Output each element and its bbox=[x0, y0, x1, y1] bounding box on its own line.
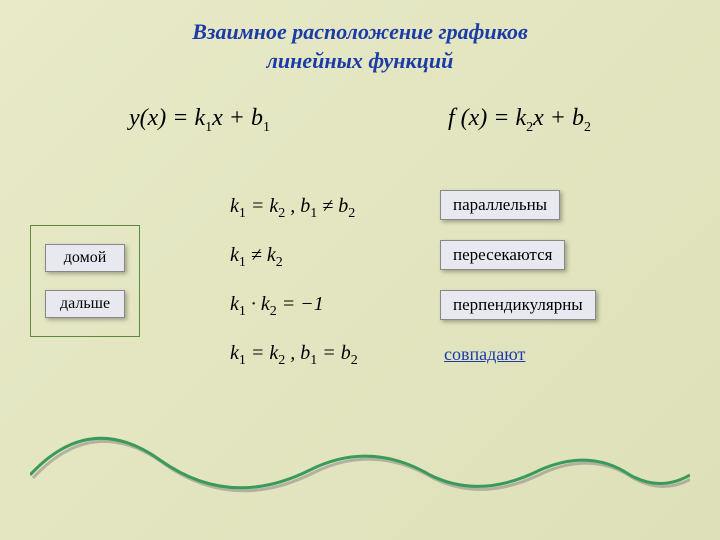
next-button[interactable]: дальше bbox=[45, 290, 125, 318]
condition-intersect: k1 ≠ k2 bbox=[230, 244, 358, 271]
page-title: Взаимное расположение графиков линейных … bbox=[0, 0, 720, 75]
condition-perpendicular: k1 · k2 = −1 bbox=[230, 293, 358, 320]
formula-f: f (x) = k2x + b2 bbox=[448, 105, 591, 136]
top-formulas-row: y(x) = k1x + b1 f (x) = k2x + b2 bbox=[0, 105, 720, 136]
wave-svg bbox=[30, 420, 690, 510]
condition-coincide: k1 = k2 , b1 = b2 bbox=[230, 342, 358, 369]
conditions-column: k1 = k2 , b1 ≠ b2 k1 ≠ k2 k1 · k2 = −1 k… bbox=[230, 195, 358, 369]
formula-f-text: f (x) = k2x + b2 bbox=[448, 105, 591, 131]
title-line-1: Взаимное расположение графиков bbox=[192, 19, 528, 44]
result-intersect-button[interactable]: пересекаются bbox=[440, 240, 565, 270]
results-column: параллельны пересекаются перпендикулярны… bbox=[440, 190, 596, 365]
result-coincide-link[interactable]: совпадают bbox=[444, 344, 596, 365]
condition-parallel: k1 = k2 , b1 ≠ b2 bbox=[230, 195, 358, 222]
wave-decoration bbox=[30, 420, 690, 510]
home-button[interactable]: домой bbox=[45, 244, 125, 272]
wave-shadow-path bbox=[33, 441, 690, 491]
result-perpendicular-button[interactable]: перпендикулярны bbox=[440, 290, 596, 320]
formula-y: y(x) = k1x + b1 bbox=[129, 105, 270, 136]
result-parallel-button[interactable]: параллельны bbox=[440, 190, 560, 220]
nav-box: домой дальше bbox=[30, 225, 140, 337]
formula-y-text: y(x) = k1x + b1 bbox=[129, 105, 270, 131]
title-line-2: линейных функций bbox=[267, 48, 454, 73]
